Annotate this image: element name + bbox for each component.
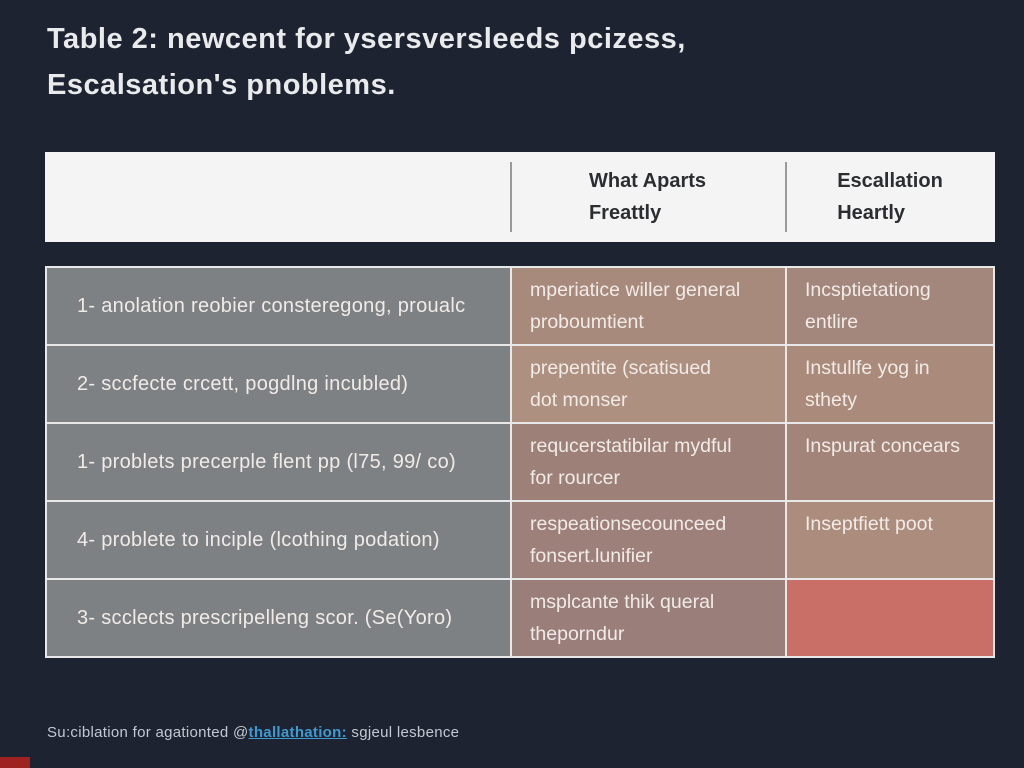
red-accent-bar [0, 757, 30, 768]
table-row-4-col3: Inseptfiett poot [787, 502, 993, 578]
table-row-2-col3: Instullfe yog in sthety [787, 346, 993, 422]
header-col3-line2: Heartly [837, 202, 905, 224]
table-row-5-col2: msplcante thik queral theporndur [512, 580, 785, 656]
table-row-3-col2: requcerstatibilar mydful for rourcer [512, 424, 785, 500]
table-body: 1- anolation reobier consteregong, proua… [45, 266, 995, 658]
table-header-row: What Aparts Freattly Escallation Heartly [45, 152, 995, 242]
header-divider [785, 162, 787, 232]
table-row-4-label: 4- problete to inciple (lcothing podatio… [47, 502, 510, 578]
header-col2-line2: Freattly [588, 202, 662, 224]
table-row-5-label: 3- scclects prescripelleng scor. (Se(Yor… [47, 580, 510, 656]
table-row-1-col2: mperiatice willer general proboumtient [512, 268, 785, 344]
table-header-cell-what-aparts: What Aparts Freattly [510, 152, 785, 242]
page-title-line1: Table 2: newcent for ysersversleeds pciz… [47, 23, 686, 55]
header-col3-line1: Escallation [837, 170, 943, 192]
table-header-cell-escallation: Escallation Heartly [785, 152, 995, 242]
header-divider [510, 162, 512, 232]
table-row-4-col2: respeationsecounceed fonsert.lunifier [512, 502, 785, 578]
page-title: Table 2: newcent for ysersversleeds pciz… [47, 16, 686, 108]
table-row-1-col3: Incsptietationg entlire [787, 268, 993, 344]
table-row-2-label: 2- sccfecte crcett, pogdlng incubled) [47, 346, 510, 422]
footer-caption-suffix: sgjeul lesbence [346, 724, 460, 741]
table-row-2-col2: prepentite (scatisued dot monser [512, 346, 785, 422]
header-col2-line1: What Aparts [588, 170, 707, 192]
table-row-1-label: 1- anolation reobier consteregong, proua… [47, 268, 510, 344]
footer-caption: Su:ciblation for agationted @thallathati… [47, 724, 459, 741]
table-row-3-label: 1- problets precerple flent pp (l75, 99/… [47, 424, 510, 500]
footer-caption-prefix: Su:ciblation for agationted @ [47, 724, 249, 741]
table-row-5-col3-empty [787, 580, 993, 656]
page-title-line2: Escalsation's pnoblems. [47, 69, 396, 101]
table-row-3-col3: Inspurat concears [787, 424, 993, 500]
table-header-cell-empty [45, 152, 510, 242]
footer-link[interactable]: thallathation: [248, 724, 347, 741]
